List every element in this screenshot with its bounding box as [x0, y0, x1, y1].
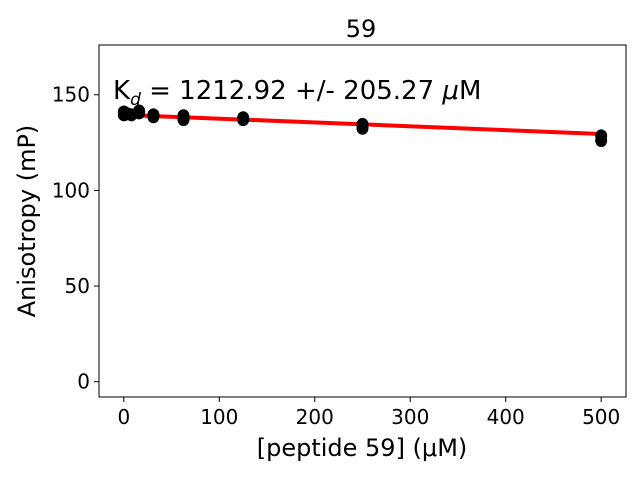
kd-unit: M [459, 76, 481, 106]
kd-annotation: Kd = 1212.92 +/- 205.27 μM [113, 76, 481, 110]
data-point [356, 121, 369, 135]
kd-mu: μ [441, 76, 459, 106]
data-point [595, 134, 608, 148]
data-point [133, 106, 146, 120]
x-axis-label: [peptide 59] (μM) [257, 434, 468, 462]
plot-frame [98, 44, 627, 398]
data-point [177, 113, 190, 127]
y-tick-label: 150 [52, 83, 90, 107]
x-tick-label: 500 [582, 405, 620, 429]
x-tick-label: 0 [117, 405, 130, 429]
y-tick-label: 50 [65, 274, 90, 298]
x-tick-label: 300 [391, 405, 429, 429]
y-tick-label: 100 [52, 178, 90, 202]
chart-title: 59 [346, 15, 377, 43]
x-tick-label: 100 [200, 405, 238, 429]
plot-area [117, 104, 608, 148]
y-axis-label: Anisotropy (mP) [13, 125, 41, 318]
data-point [237, 113, 250, 127]
data-point [147, 110, 160, 124]
y-tick-label: 0 [77, 370, 90, 394]
kd-value: = 1212.92 +/- 205.27 [141, 76, 443, 106]
x-axis: 0 100 200 300 400 500 [117, 397, 620, 429]
kd-subscript: d [130, 90, 141, 110]
y-axis: 0 50 100 150 [52, 83, 99, 394]
kd-symbol: K [113, 76, 131, 106]
x-tick-label: 400 [487, 405, 525, 429]
x-tick-label: 200 [296, 405, 334, 429]
